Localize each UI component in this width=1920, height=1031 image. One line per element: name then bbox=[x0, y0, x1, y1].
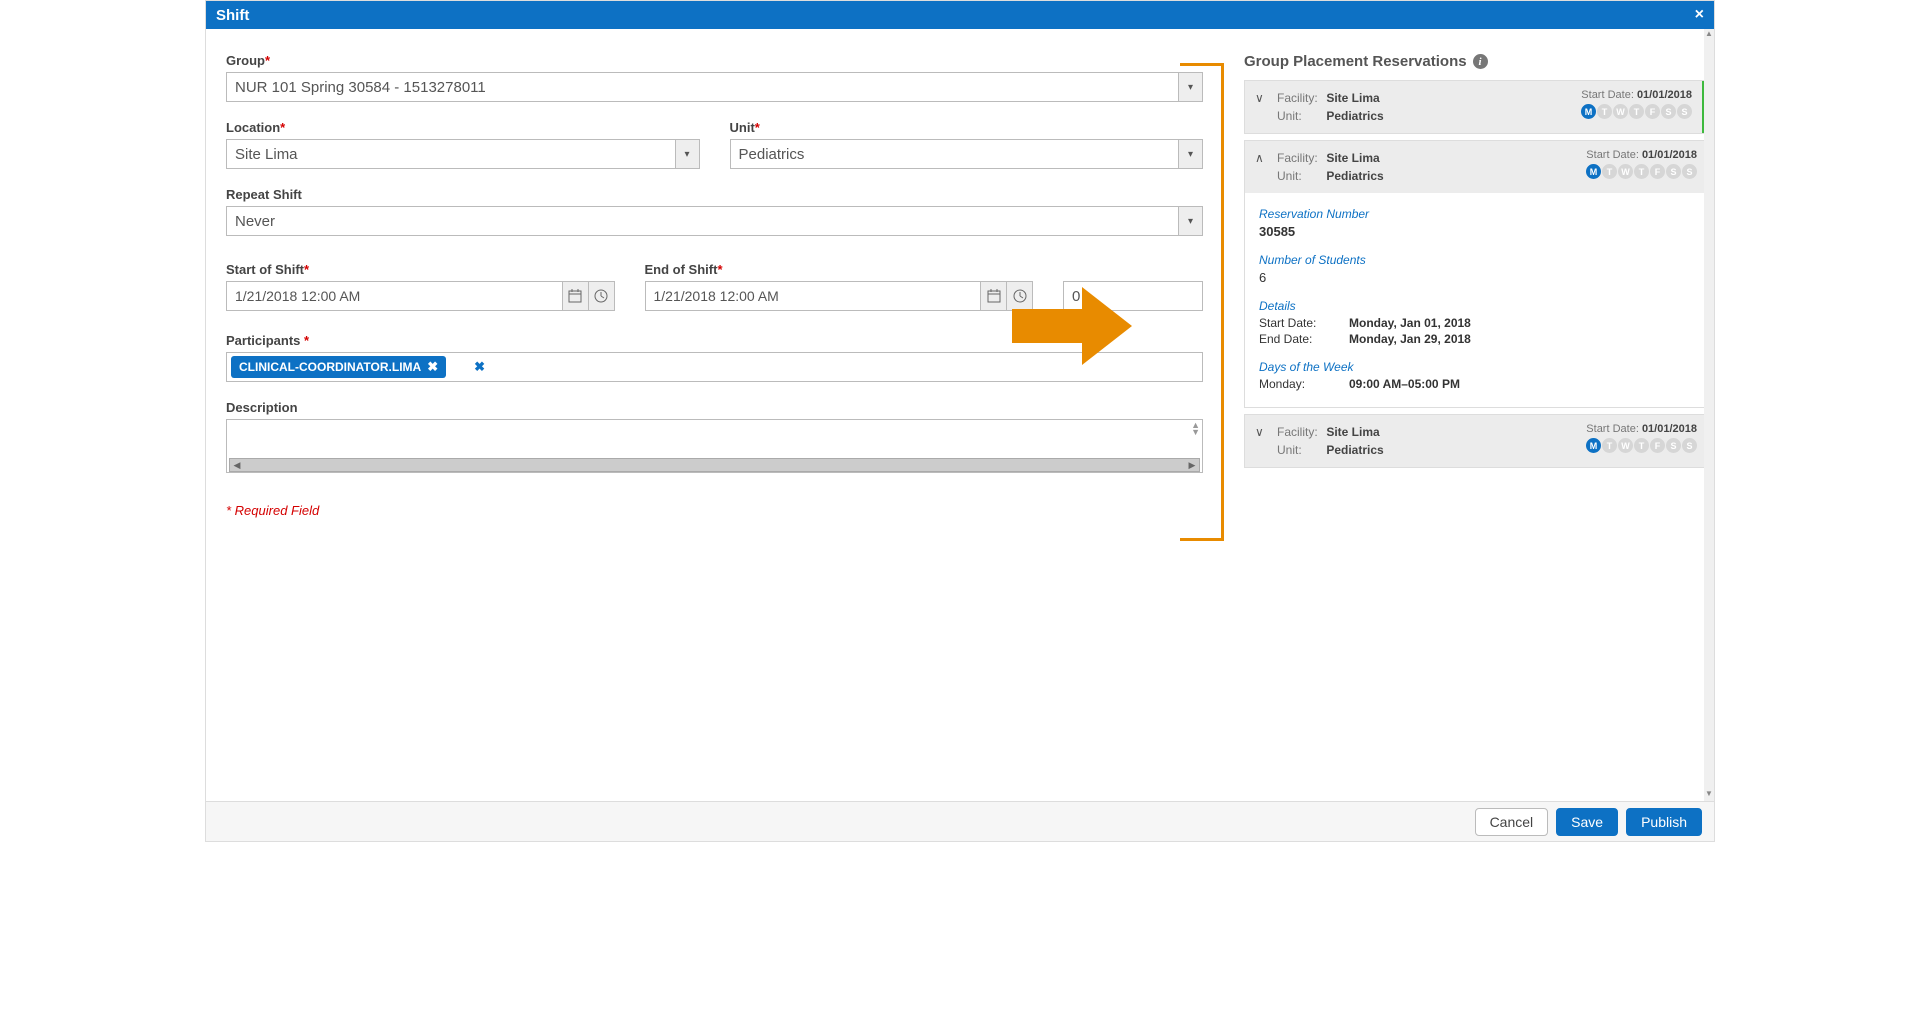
dialog-content: Group* NUR 101 Spring 30584 - 1513278011… bbox=[206, 29, 1714, 801]
end-shift-field[interactable] bbox=[646, 282, 981, 310]
reservation-header[interactable]: ∧Facility: Site LimaUnit: PediatricsStar… bbox=[1245, 141, 1707, 193]
participant-chip: CLINICAL-COORDINATOR.LIMA ✖ bbox=[231, 356, 446, 378]
day-dot: T bbox=[1597, 104, 1612, 119]
chevron-down-icon[interactable]: ∨ bbox=[1255, 91, 1269, 125]
scroll-up-icon[interactable]: ▲ bbox=[1704, 29, 1714, 41]
reservation-card: ∨Facility: Site LimaUnit: PediatricsStar… bbox=[1244, 414, 1708, 468]
day-dot: F bbox=[1645, 104, 1660, 119]
description-input[interactable]: ▲▼ ◀ ▶ bbox=[226, 419, 1203, 473]
day-dot: M bbox=[1586, 438, 1601, 453]
day-dot: S bbox=[1677, 104, 1692, 119]
reservations-pane: Group Placement Reservations i ∨Facility… bbox=[1224, 29, 1714, 801]
day-dot: T bbox=[1602, 438, 1617, 453]
start-shift-input[interactable] bbox=[226, 281, 615, 311]
scroll-down-icon[interactable]: ▼ bbox=[1704, 789, 1714, 801]
start-shift-label: Start of Shift* bbox=[226, 262, 615, 277]
reservation-card: ∨Facility: Site LimaUnit: PediatricsStar… bbox=[1244, 80, 1708, 134]
description-label: Description bbox=[226, 400, 1203, 415]
reservation-header[interactable]: ∨Facility: Site LimaUnit: PediatricsStar… bbox=[1245, 81, 1707, 133]
day-indicators: MTWTFSS bbox=[1581, 104, 1692, 119]
dialog-header: Shift × bbox=[206, 1, 1714, 29]
day-dot: S bbox=[1682, 438, 1697, 453]
group-value: NUR 101 Spring 30584 - 1513278011 bbox=[235, 79, 486, 96]
remove-chip-icon[interactable]: ✖ bbox=[427, 359, 438, 375]
day-dot: F bbox=[1650, 438, 1665, 453]
day-dot: S bbox=[1666, 438, 1681, 453]
close-icon[interactable]: × bbox=[1695, 6, 1704, 24]
chevron-down-icon[interactable]: ∨ bbox=[1255, 425, 1269, 459]
cancel-button[interactable]: Cancel bbox=[1475, 808, 1549, 836]
info-icon[interactable]: i bbox=[1473, 54, 1488, 69]
clock-icon[interactable] bbox=[588, 282, 614, 310]
dialog-footer: Cancel Save Publish bbox=[206, 801, 1714, 841]
unit-select[interactable]: Pediatrics ▾ bbox=[730, 139, 1204, 169]
calendar-icon[interactable] bbox=[562, 282, 588, 310]
day-dot: F bbox=[1650, 164, 1665, 179]
repeat-value: Never bbox=[235, 213, 275, 230]
dialog-title: Shift bbox=[216, 7, 249, 24]
callout-bracket bbox=[1180, 63, 1224, 541]
required-field-note: * Required Field bbox=[226, 503, 1203, 518]
save-button[interactable]: Save bbox=[1556, 808, 1618, 836]
chevron-down-icon[interactable]: ▾ bbox=[675, 140, 699, 168]
day-indicators: MTWTFSS bbox=[1586, 438, 1697, 453]
repeat-select[interactable]: Never ▾ bbox=[226, 206, 1203, 236]
day-dot: W bbox=[1613, 104, 1628, 119]
day-dot: T bbox=[1629, 104, 1644, 119]
repeat-label: Repeat Shift bbox=[226, 187, 1203, 202]
end-shift-label: End of Shift* bbox=[645, 262, 1034, 277]
day-dot: W bbox=[1618, 438, 1633, 453]
day-dot: S bbox=[1682, 164, 1697, 179]
horizontal-scrollbar[interactable]: ◀ ▶ bbox=[229, 458, 1200, 472]
day-dot: T bbox=[1634, 164, 1649, 179]
reservation-header[interactable]: ∨Facility: Site LimaUnit: PediatricsStar… bbox=[1245, 415, 1707, 467]
day-dot: T bbox=[1634, 438, 1649, 453]
day-dot: T bbox=[1602, 164, 1617, 179]
day-dot: M bbox=[1581, 104, 1596, 119]
calendar-icon[interactable] bbox=[980, 282, 1006, 310]
reservations-list: ∨Facility: Site LimaUnit: PediatricsStar… bbox=[1244, 80, 1708, 468]
form-pane: Group* NUR 101 Spring 30584 - 1513278011… bbox=[206, 29, 1224, 801]
start-shift-field[interactable] bbox=[227, 282, 562, 310]
callout-arrow-icon bbox=[1012, 287, 1132, 365]
group-label: Group* bbox=[226, 53, 1203, 68]
chevron-up-icon[interactable]: ∧ bbox=[1255, 151, 1269, 185]
reservation-card: ∧Facility: Site LimaUnit: PediatricsStar… bbox=[1244, 140, 1708, 408]
unit-label: Unit* bbox=[730, 120, 1204, 135]
day-dot: M bbox=[1586, 164, 1601, 179]
publish-button[interactable]: Publish bbox=[1626, 808, 1702, 836]
location-label: Location* bbox=[226, 120, 700, 135]
vertical-scrollbar[interactable]: ▲ ▼ bbox=[1704, 29, 1714, 801]
day-dot: S bbox=[1666, 164, 1681, 179]
day-indicators: MTWTFSS bbox=[1586, 164, 1697, 179]
dialog: Shift × Group* NUR 101 Spring 30584 - 15… bbox=[205, 0, 1715, 842]
group-select[interactable]: NUR 101 Spring 30584 - 1513278011 ▾ bbox=[226, 72, 1203, 102]
scroll-left-icon[interactable]: ◀ bbox=[230, 459, 244, 471]
reservation-body: Reservation Number30585Number of Student… bbox=[1245, 193, 1707, 407]
day-dot: W bbox=[1618, 164, 1633, 179]
unit-value: Pediatrics bbox=[739, 146, 805, 163]
location-value: Site Lima bbox=[235, 146, 298, 163]
reservations-title: Group Placement Reservations i bbox=[1244, 53, 1708, 70]
clear-participants-icon[interactable]: ✖ bbox=[474, 359, 485, 375]
day-dot: S bbox=[1661, 104, 1676, 119]
location-select[interactable]: Site Lima ▾ bbox=[226, 139, 700, 169]
end-shift-input[interactable] bbox=[645, 281, 1034, 311]
